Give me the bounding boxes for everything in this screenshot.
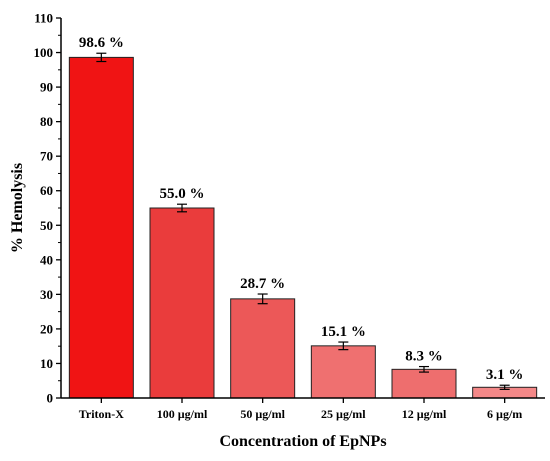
y-axis-title: % Hemolysis bbox=[9, 163, 26, 253]
y-tick-label: 30 bbox=[40, 287, 53, 302]
y-tick-label: 60 bbox=[40, 183, 53, 198]
data-label: 28.7 % bbox=[240, 276, 285, 292]
bar bbox=[230, 298, 296, 399]
bar bbox=[68, 56, 134, 399]
y-tick-label: 20 bbox=[40, 321, 53, 336]
data-label: 15.1 % bbox=[321, 324, 366, 340]
y-tick-label: 90 bbox=[40, 80, 53, 95]
x-tick-label: 6 µg/m bbox=[487, 407, 522, 421]
x-tick-label: 100 µg/ml bbox=[157, 407, 208, 421]
y-tick-label: 110 bbox=[34, 11, 53, 26]
bars-group bbox=[68, 52, 538, 399]
y-tick-label: 0 bbox=[47, 391, 54, 406]
y-tick-label: 100 bbox=[34, 45, 54, 60]
bar bbox=[310, 345, 376, 399]
y-tick-label: 70 bbox=[40, 149, 53, 164]
x-tick-label: 25 µg/ml bbox=[321, 407, 366, 421]
bar bbox=[391, 368, 457, 399]
x-tick-label: Triton-X bbox=[79, 407, 124, 421]
y-tick-label: 10 bbox=[40, 356, 53, 371]
x-tick-label: 50 µg/ml bbox=[240, 407, 285, 421]
data-labels-group: 98.6 % 55.0 % 28.7 % 15.1 % 8.3 % 3.1 % bbox=[79, 35, 524, 383]
y-axis-ticks: 0 10 20 30 40 50 60 70 80 90 100 110 bbox=[34, 11, 61, 406]
x-tick-label: 12 µg/ml bbox=[402, 407, 447, 421]
data-label: 3.1 % bbox=[486, 367, 524, 383]
data-label: 8.3 % bbox=[405, 349, 443, 365]
bar bbox=[149, 207, 215, 399]
y-tick-label: 40 bbox=[40, 252, 53, 267]
y-tick-label: 50 bbox=[40, 218, 53, 233]
data-label: 98.6 % bbox=[79, 35, 124, 51]
x-axis-ticks: Triton-X 100 µg/ml 50 µg/ml 25 µg/ml 12 µg/m… bbox=[79, 398, 522, 421]
y-tick-label: 80 bbox=[40, 114, 53, 129]
x-axis-title: Concentration of EpNPs bbox=[219, 433, 386, 450]
data-label: 55.0 % bbox=[160, 186, 205, 202]
